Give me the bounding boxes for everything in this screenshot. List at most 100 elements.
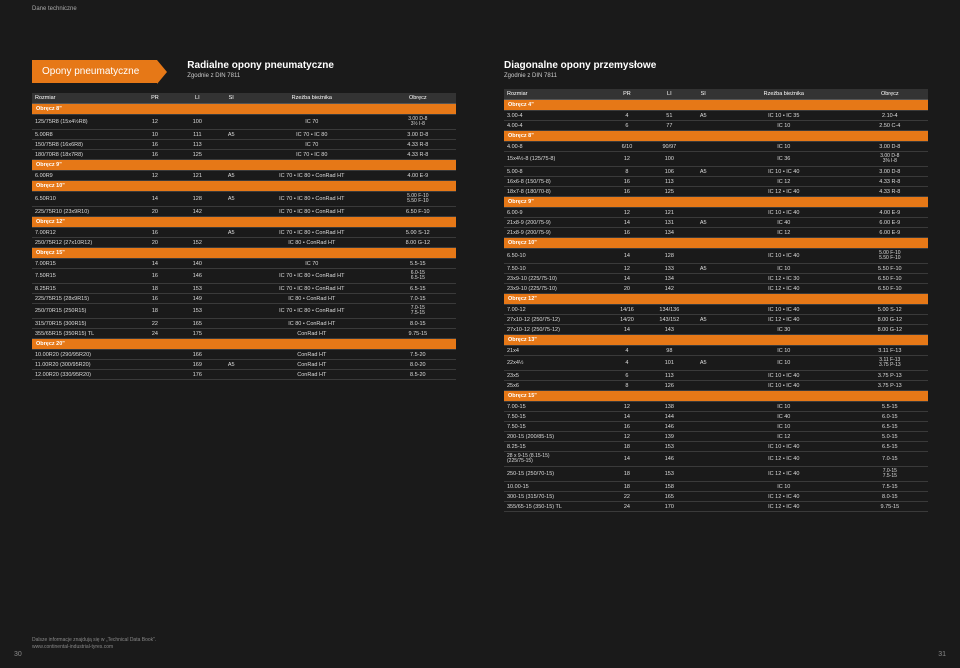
cell: 153 [648,442,690,452]
page-right: Diagonalne opony przemysłowe Zgodnie z D… [484,0,960,668]
cell: IC 12 • IC 40 [716,284,852,294]
cell: 10.00-15 [504,482,606,492]
cell [691,187,716,197]
table-row: 7.50-1012133A5IC 105.50 F-10 [504,264,928,274]
cell: 6.5-15 [852,422,928,432]
cell: IC 12 [716,432,852,442]
cell [691,402,716,412]
cell: 12 [606,264,648,274]
cell: 6.50 F-10 [852,284,928,294]
cell: 113 [176,140,218,150]
cell: IC 10 • IC 40 [716,249,852,264]
cell: IC 10 • IC 40 [716,208,852,218]
section-row: Obręcz 12" [32,217,456,228]
cell: 8 [606,381,648,391]
cell: 146 [648,452,690,467]
cell: 134/136 [648,305,690,315]
cell: IC 30 [716,325,852,335]
cell [691,305,716,315]
table-row: 6.50-1014128IC 10 • IC 405.00 F-105.50 F… [504,249,928,264]
cell: 250/70R15 (250R15) [32,304,134,319]
cell [219,238,244,248]
cell [219,140,244,150]
cell: 18 [606,467,648,482]
cell: 7.0-15 [852,452,928,467]
cell: 5.00 F-105.50 F-10 [852,249,928,264]
cell: 134 [648,228,690,238]
cell [691,177,716,187]
spec-table-left: Rozmiar PR LI SI Rzeźba bieżnika Obręcz … [32,93,456,380]
table-row: 7.00R1514140IC 705.5-15 [32,259,456,269]
cell: 7.5-15 [852,482,928,492]
cell: 7.0-15 [380,294,456,304]
table-row: 25x68126IC 10 • IC 403.75 P-13 [504,381,928,391]
table-row: 125/75R8 (15x4½R8)12100IC 703.00 D-83½ I… [32,115,456,130]
cell [691,121,716,131]
table-row: 250/70R15 (250R15)18153IC 70 • IC 80 • C… [32,304,456,319]
cell: IC 10 [716,121,852,131]
cell: 3.00 D-8 [852,167,928,177]
cell: 153 [648,467,690,482]
cell: 3.00 D-8 [852,142,928,152]
cell: 18 [134,304,176,319]
cell: 146 [648,422,690,432]
cell: 6.5-15 [852,442,928,452]
cell [219,115,244,130]
cell: 25x6 [504,381,606,391]
cell: 16 [134,294,176,304]
cell: 355/65-15 (350-15) TL [504,502,606,512]
cell: IC 70 • IC 80 • ConRad HT [244,207,380,217]
cell: IC 10 [716,264,852,274]
cell: 143/152 [648,315,690,325]
cell: 166 [176,350,218,360]
cell: IC 70 [244,140,380,150]
cell: IC 70 [244,259,380,269]
table-row: 7.50-1514144IC 406.0-15 [504,412,928,422]
table-row: 150/75R8 (16x6R8)16113IC 704.33 R-8 [32,140,456,150]
cell: 14 [134,259,176,269]
table-row: 21x8-9 (200/75-9)14131A5IC 406.00 E-9 [504,218,928,228]
cell [691,346,716,356]
cell: 6.50 F-10 [380,207,456,217]
cell: 21x8-9 (200/75-9) [504,228,606,238]
cell: 5.00 S-12 [380,228,456,238]
cell: 106 [648,167,690,177]
cell: 15x4½-8 (125/75-8) [504,152,606,167]
cell: 4 [606,346,648,356]
cell: 10.00R20 (290/95R20) [32,350,134,360]
cell: 27x10-12 (250/75-12) [504,325,606,335]
cell: 8.00 G-12 [380,238,456,248]
table-row: 15x4½-8 (125/75-8)12100IC 363.00 D-83⅜ I… [504,152,928,167]
badge: Opony pneumatyczne [32,60,157,83]
cell: IC 70 • IC 80 • ConRad HT [244,228,380,238]
section-row: Obręcz 13" [504,335,928,346]
cell: 3.11 F-13 [852,346,928,356]
cell: 165 [176,319,218,329]
cell: 23x5 [504,371,606,381]
cell: 149 [176,294,218,304]
cell: A5 [691,111,716,121]
cell [691,467,716,482]
cell: 14 [606,412,648,422]
cell [691,422,716,432]
cell: 6.00R9 [32,171,134,181]
cell: 142 [648,284,690,294]
table-row: 11.00R20 (300/95R20)169A5ConRad HT8.0-20 [32,360,456,370]
cell: 90/97 [648,142,690,152]
table-row: 10.00-1518158IC 107.5-15 [504,482,928,492]
cell: 6.5-15 [380,284,456,294]
cell [219,150,244,160]
spread: Opony pneumatyczne Radialne opony pneuma… [0,0,960,668]
cell: IC 10 [716,402,852,412]
cell: 100 [648,152,690,167]
table-row: 300-15 (315/70-15)22165IC 12 • IC 408.0-… [504,492,928,502]
cell: 2.10-4 [852,111,928,121]
table-header-row: Rozmiar PR LI SI Rzeźba bieżnika Obręcz [32,93,456,104]
cell: 16 [606,228,648,238]
table-row: 23x56113IC 10 • IC 403.75 P-13 [504,371,928,381]
col-si: SI [219,93,244,104]
col-rozmiar: Rozmiar [32,93,134,104]
section-row: Obręcz 15" [504,391,928,402]
cell: 3.00 D-83½ I-8 [380,115,456,130]
cell: 180/70R8 (18x7R8) [32,150,134,160]
